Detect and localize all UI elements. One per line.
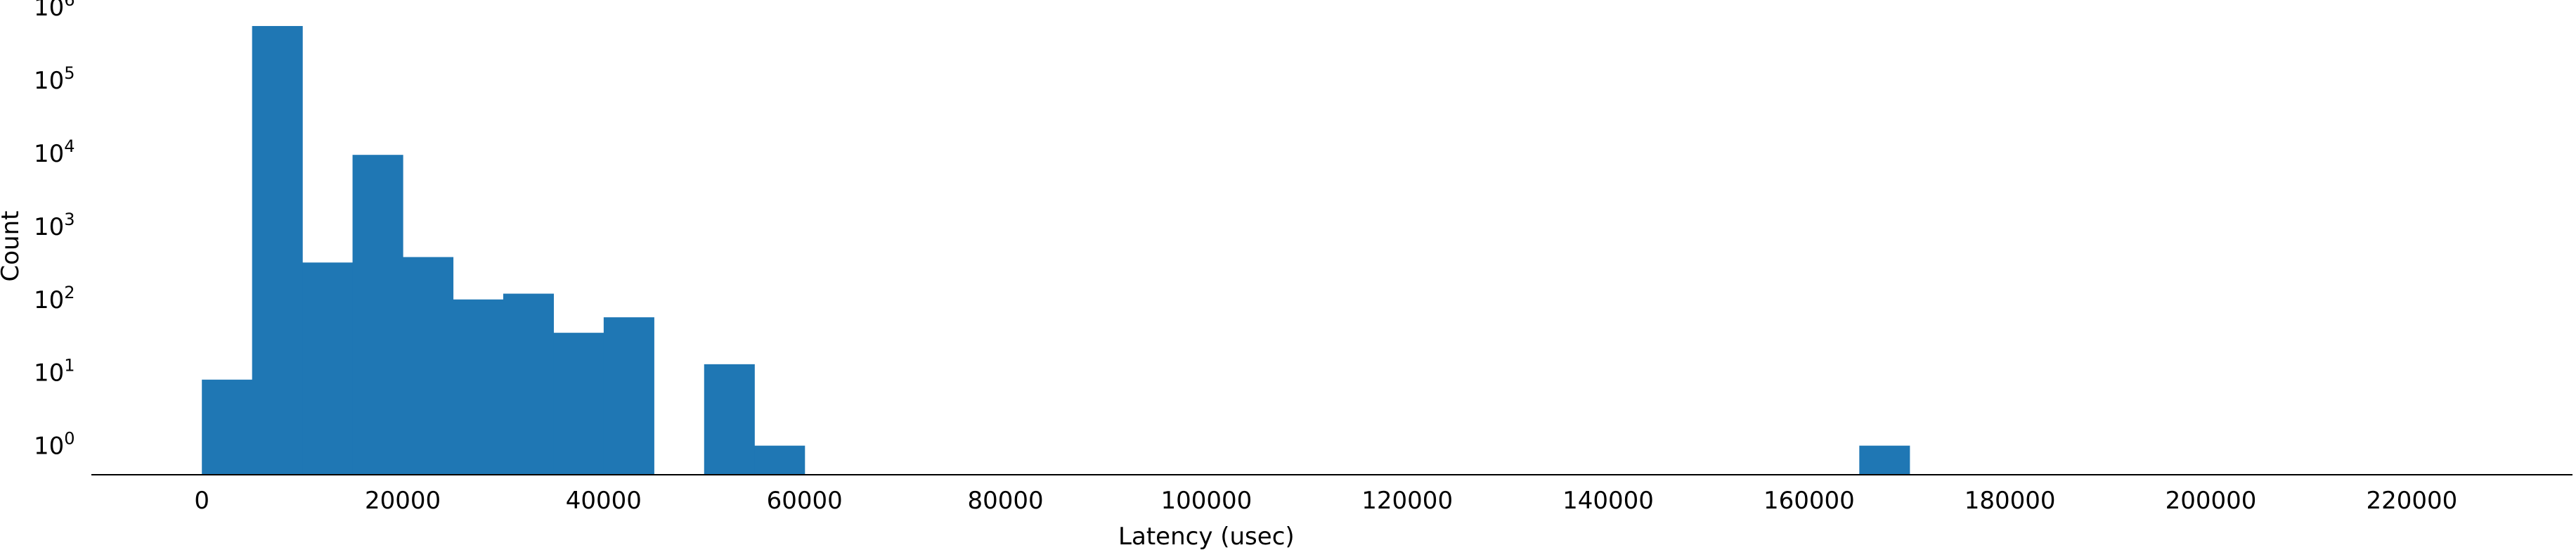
y-tick-label: 104 xyxy=(34,136,75,168)
histogram-bar xyxy=(704,364,755,475)
y-tick-label: 102 xyxy=(34,283,75,314)
x-tick-label: 160000 xyxy=(1763,487,1855,515)
bars-group xyxy=(202,25,1910,475)
histogram-bar xyxy=(252,25,303,475)
histogram-bar xyxy=(302,262,354,475)
histogram-bar xyxy=(754,445,805,475)
x-axis-label: Latency (usec) xyxy=(1118,523,1295,550)
x-tick-label: 40000 xyxy=(566,487,642,515)
y-tick-label: 100 xyxy=(34,429,75,461)
x-tick-label: 60000 xyxy=(767,487,843,515)
y-tick-labels: 100 101 102 103 104 105 106 xyxy=(34,0,75,461)
y-tick-label: 101 xyxy=(34,356,75,388)
histogram-bar xyxy=(453,299,504,475)
histogram-bar xyxy=(553,333,604,475)
histogram-bar xyxy=(352,155,403,475)
x-tick-label: 180000 xyxy=(1965,487,2056,515)
x-tick-label: 0 xyxy=(194,487,209,515)
histogram-bar xyxy=(403,257,454,475)
x-tick-label: 20000 xyxy=(365,487,441,515)
x-tick-label: 140000 xyxy=(1562,487,1654,515)
x-tick-label: 100000 xyxy=(1160,487,1252,515)
x-tick-label: 200000 xyxy=(2166,487,2257,515)
x-tick-label: 120000 xyxy=(1361,487,1453,515)
histogram-bar xyxy=(1859,445,1910,475)
x-tick-label: 80000 xyxy=(967,487,1043,515)
x-tick-label: 220000 xyxy=(2366,487,2457,515)
x-tick-labels: 0 20000 40000 60000 80000 100000 120000 140000 1… xyxy=(194,487,2457,515)
y-tick-label: 105 xyxy=(34,63,75,95)
y-tick-label: 103 xyxy=(34,210,75,241)
y-tick-label: 106 xyxy=(34,0,75,22)
histogram-bar xyxy=(603,317,654,475)
histogram-bar xyxy=(503,293,555,475)
histogram-bar xyxy=(202,379,253,475)
y-axis-label: Count xyxy=(0,211,25,282)
